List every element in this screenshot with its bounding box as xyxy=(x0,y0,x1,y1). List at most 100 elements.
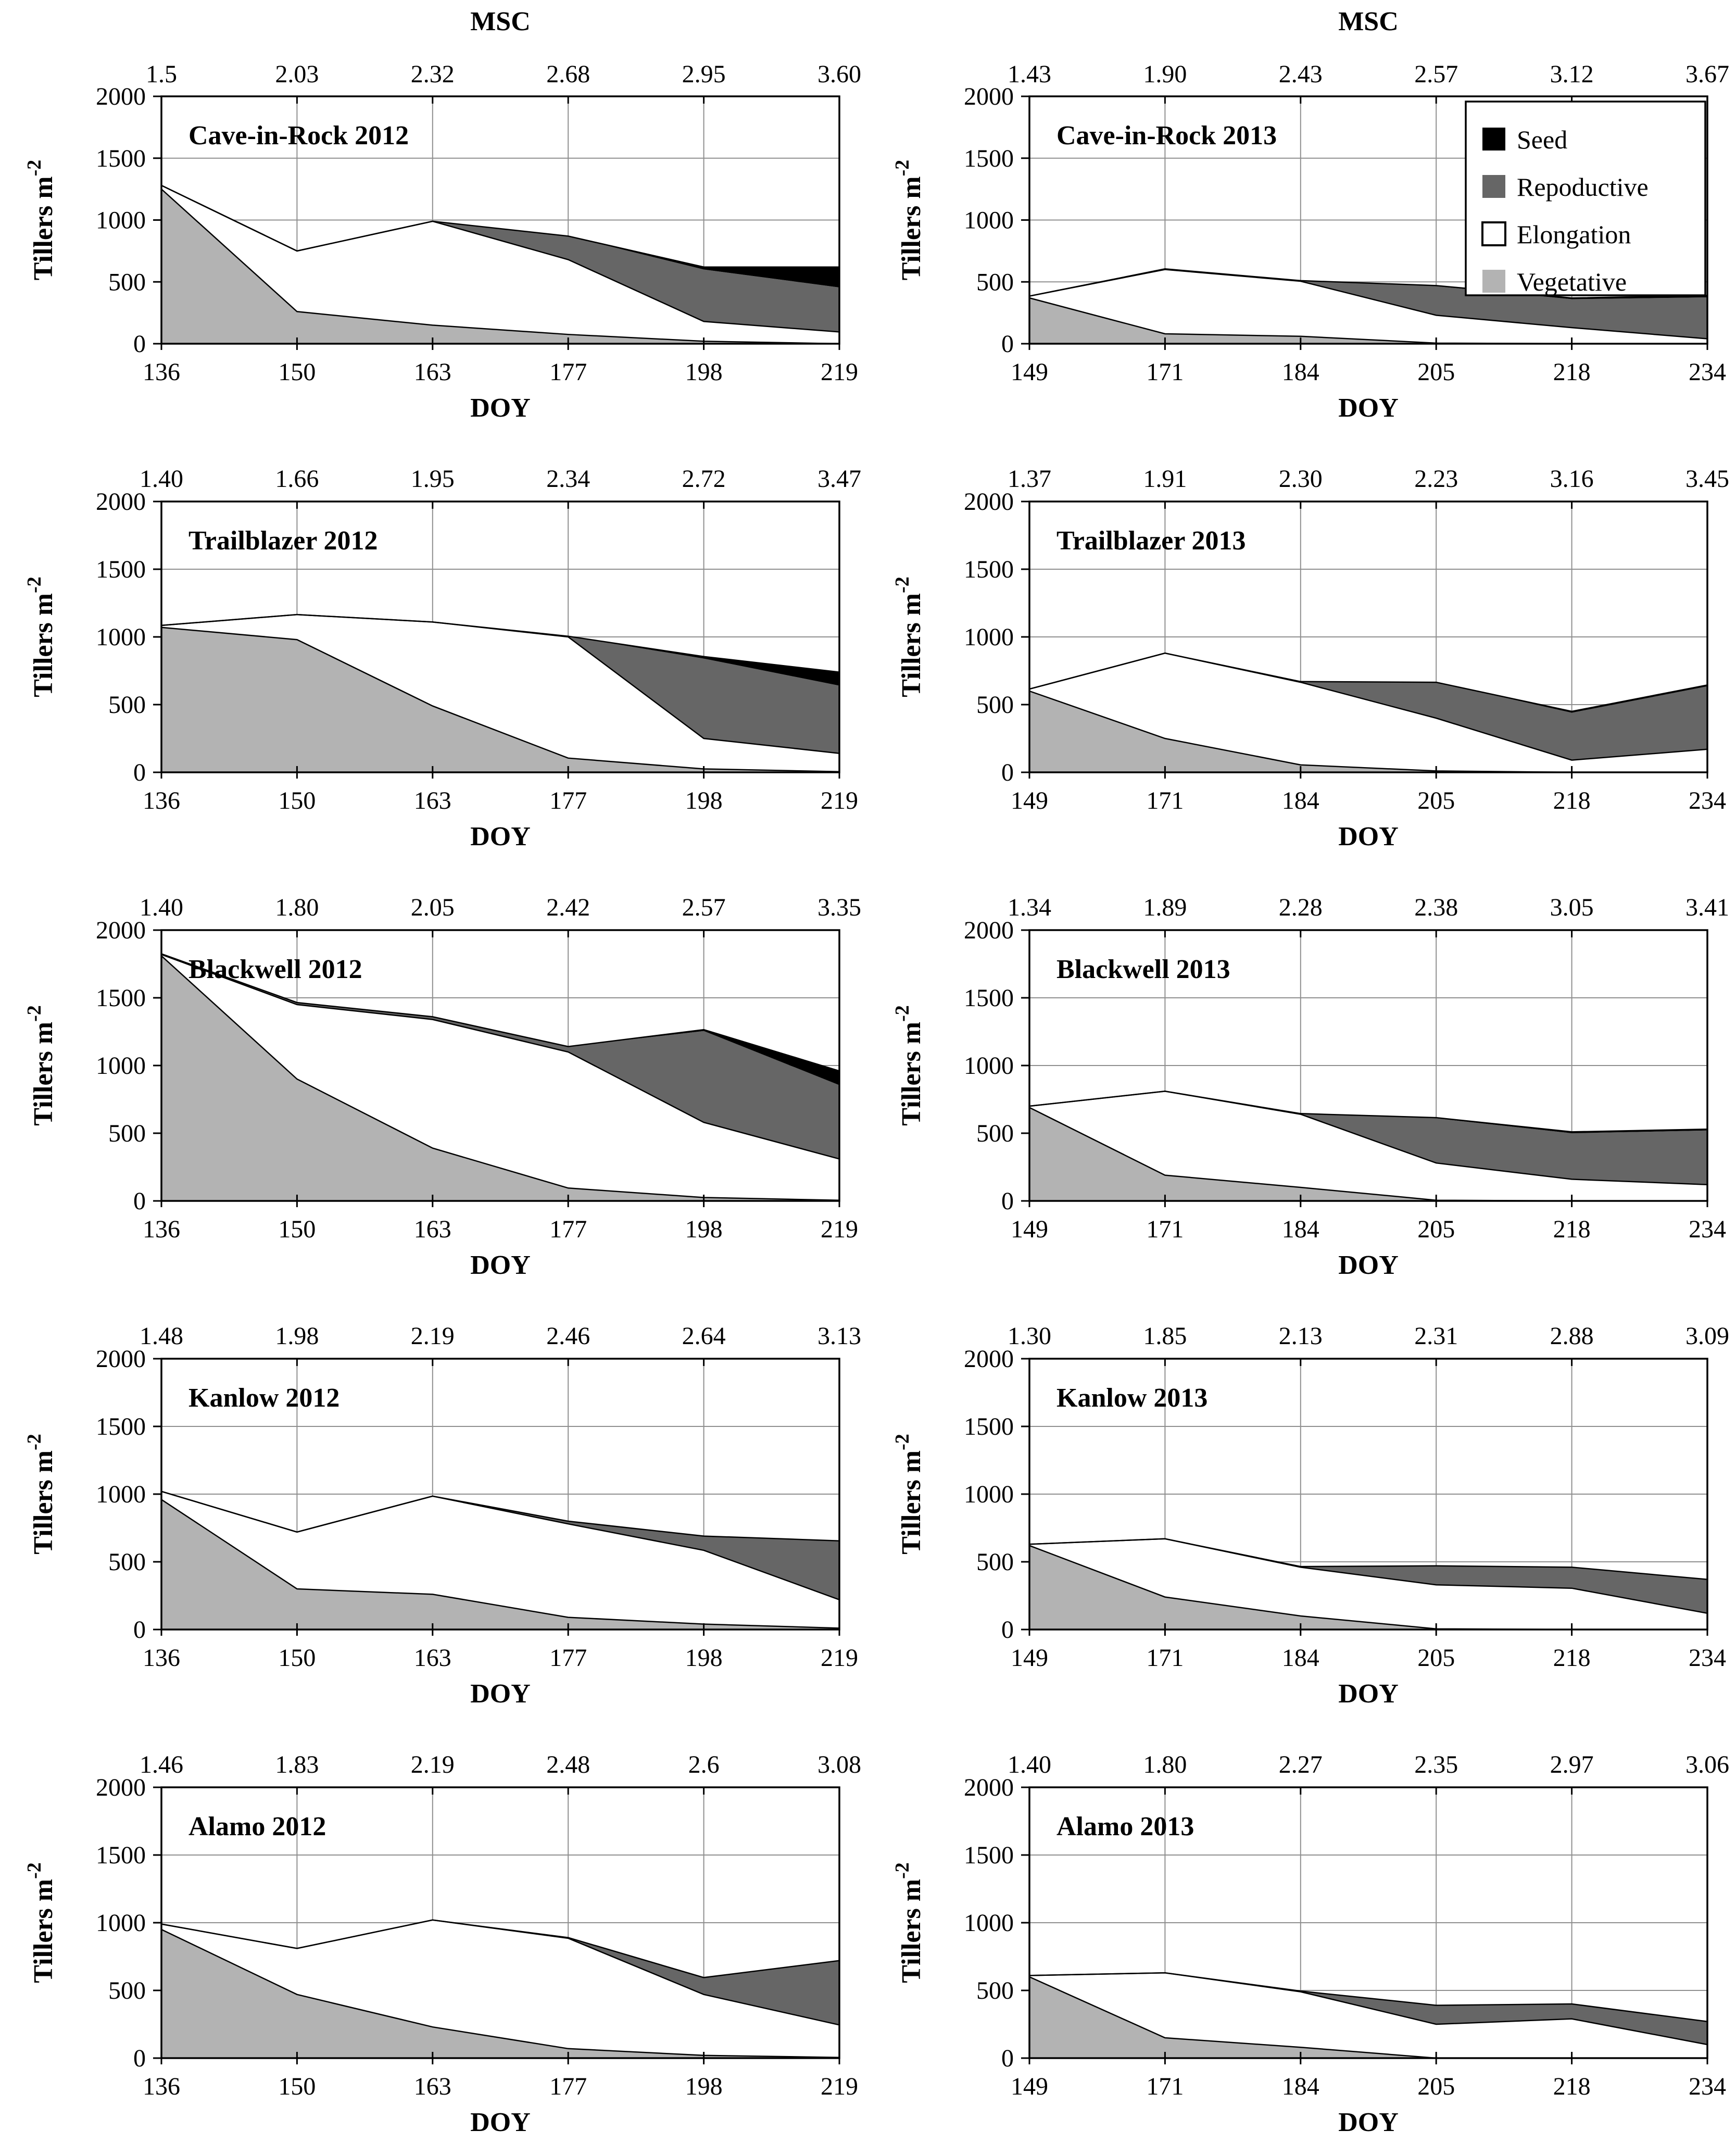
x-tick-label: 149 xyxy=(1011,1215,1048,1243)
y-tick-label: 0 xyxy=(1001,1187,1014,1215)
x-tick-label: 177 xyxy=(549,2073,587,2100)
msc-tick-label: 1.5 xyxy=(146,60,177,88)
y-axis-title: Tillers m-2 xyxy=(23,1005,58,1125)
y-tick-label: 2000 xyxy=(96,917,146,944)
msc-tick-label: 2.27 xyxy=(1279,1751,1323,1778)
doy-axis-title: DOY xyxy=(1338,393,1399,423)
y-tick-label: 2000 xyxy=(964,917,1014,944)
doy-axis-title: DOY xyxy=(470,2108,531,2137)
area-reproductive xyxy=(161,1491,839,1600)
legend-swatch-elongation xyxy=(1481,221,1506,246)
area-reproductive xyxy=(161,615,839,754)
x-tick-label: 136 xyxy=(143,358,180,386)
x-tick-label: 234 xyxy=(1689,358,1726,386)
y-tick-label: 1500 xyxy=(964,556,1014,583)
msc-axis-title: MSC xyxy=(1338,7,1399,36)
msc-tick-label: 3.16 xyxy=(1550,465,1594,493)
y-tick-label: 1500 xyxy=(964,984,1014,1012)
msc-tick-label: 3.47 xyxy=(817,465,861,493)
y-tick-label: 1000 xyxy=(96,1052,146,1080)
area-vegetative xyxy=(161,1499,839,1630)
legend-label: Elongation xyxy=(1517,220,1631,249)
y-tick-label: 500 xyxy=(976,691,1014,719)
chart-title: Kanlow 2012 xyxy=(188,1383,339,1413)
msc-tick-label: 1.40 xyxy=(140,894,183,921)
y-axis-title: Tillers m-2 xyxy=(23,1434,58,1554)
chart-cell-cave-in-rock-2013: 0 500 1000 1500 2000 1.43 1.90 2.43 2.57 3.12 3.67… xyxy=(868,0,1736,429)
total-top-line xyxy=(161,613,840,673)
doy-axis-title: DOY xyxy=(1338,1679,1399,1709)
x-tick-label: 150 xyxy=(278,2073,316,2100)
x-tick-label: 218 xyxy=(1553,1644,1591,1672)
x-tick-label: 184 xyxy=(1282,1644,1319,1672)
y-tick-label: 1000 xyxy=(96,207,146,234)
stage-boundary-lines xyxy=(161,613,840,772)
x-tick-label: 219 xyxy=(821,1644,858,1672)
msc-tick-label: 3.67 xyxy=(1685,60,1729,88)
legend-box xyxy=(1465,101,1706,296)
msc-tick-label: 1.43 xyxy=(1008,60,1051,88)
tick-marks xyxy=(153,1358,840,1636)
msc-tick-label: 2.03 xyxy=(275,60,319,88)
y-axis-title: Tillers m-2 xyxy=(23,577,58,697)
msc-tick-label: 2.68 xyxy=(546,60,590,88)
x-tick-label: 163 xyxy=(414,787,451,814)
stacked-areas xyxy=(161,615,839,772)
tick-marks xyxy=(153,95,840,350)
x-tick-label: 184 xyxy=(1282,1215,1319,1243)
area-vegetative xyxy=(161,189,839,344)
x-tick-label: 205 xyxy=(1417,358,1455,386)
doy-axis-title: DOY xyxy=(470,1679,531,1709)
y-tick-label: 1000 xyxy=(964,1052,1014,1080)
area-elongation xyxy=(161,615,839,772)
tick-marks xyxy=(153,1786,840,2064)
doy-axis-title: DOY xyxy=(1338,2108,1399,2137)
msc-tick-label: 2.43 xyxy=(1279,60,1323,88)
chart-title: Blackwell 2013 xyxy=(1056,955,1230,984)
x-tick-label: 219 xyxy=(821,787,858,814)
y-axis-title: Tillers m-2 xyxy=(891,160,926,280)
chart-title: Alamo 2013 xyxy=(1056,1812,1194,1841)
y-axis-title: Tillers m-2 xyxy=(23,160,58,280)
area-vegetative xyxy=(161,627,839,772)
chart-cell-blackwell-2012: 0 500 1000 1500 2000 1.40 1.80 2.05 2.42 2.57 3.35… xyxy=(0,857,868,1286)
y-tick-label: 1500 xyxy=(96,556,146,583)
x-tick-label: 150 xyxy=(278,1215,316,1243)
y-axis-title: Tillers m-2 xyxy=(891,1862,926,1983)
chart-cell-kanlow-2012: 0 500 1000 1500 2000 1.48 1.98 2.19 2.46 2.64 3.13… xyxy=(0,1286,868,1714)
vegetative-top-line xyxy=(161,626,840,772)
y-tick-label: 0 xyxy=(1001,1616,1014,1644)
msc-axis-title: MSC xyxy=(470,7,531,36)
x-tick-label: 163 xyxy=(414,2073,451,2100)
area-reproductive xyxy=(1029,1538,1707,1613)
area-seed xyxy=(161,185,839,287)
y-tick-label: 1500 xyxy=(96,1413,146,1440)
x-tick-label: 163 xyxy=(414,1215,451,1243)
tick-marks xyxy=(1021,1786,1708,2064)
y-tick-label: 2000 xyxy=(964,1774,1014,1801)
doy-axis-title: DOY xyxy=(470,393,531,423)
total-top-line xyxy=(161,1919,840,1978)
y-tick-label: 1500 xyxy=(96,145,146,172)
y-tick-label: 0 xyxy=(133,1616,146,1644)
msc-tick-label: 2.95 xyxy=(682,60,726,88)
doy-axis-title: DOY xyxy=(1338,1250,1399,1280)
chart-title: Blackwell 2012 xyxy=(188,955,362,984)
y-tick-label: 0 xyxy=(1001,759,1014,786)
msc-tick-label: 3.35 xyxy=(817,894,861,921)
x-tick-label: 205 xyxy=(1417,1644,1455,1672)
y-tick-label: 2000 xyxy=(964,1345,1014,1373)
msc-tick-label: 1.46 xyxy=(140,1751,183,1778)
x-tick-label: 171 xyxy=(1146,2073,1184,2100)
x-tick-label: 234 xyxy=(1689,2073,1726,2100)
stacked-areas xyxy=(1029,1091,1707,1201)
x-tick-label: 219 xyxy=(821,358,858,386)
y-tick-label: 2000 xyxy=(96,1774,146,1801)
x-tick-label: 150 xyxy=(278,358,316,386)
chart-title: Alamo 2012 xyxy=(188,1812,326,1841)
x-tick-label: 218 xyxy=(1553,358,1591,386)
area-reproductive xyxy=(161,185,839,332)
